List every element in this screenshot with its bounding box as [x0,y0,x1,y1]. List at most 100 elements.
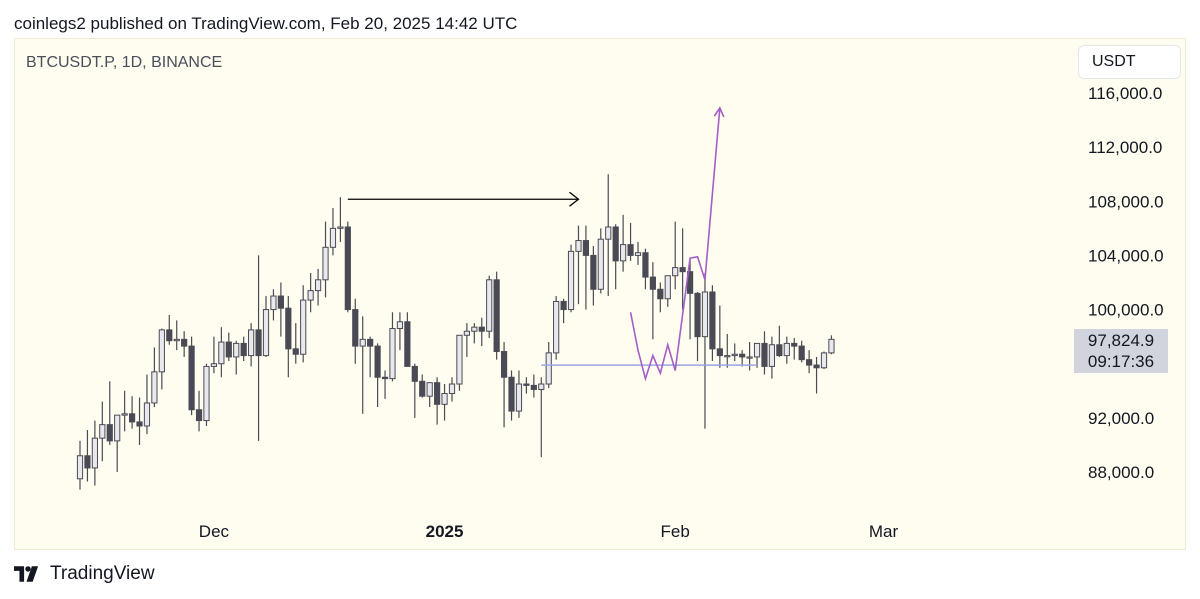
publish-header: coinlegs2 published on TradingView.com, … [14,14,518,33]
candle [84,430,91,482]
tradingview-brand: TradingView [50,563,155,584]
candle [233,340,240,375]
candle [173,320,180,351]
candle [404,312,411,367]
candle-body [114,414,121,442]
candle-body [664,275,671,300]
candle-body [768,344,776,367]
candle-body [121,413,128,416]
candle [567,244,575,313]
candle-body [255,329,262,357]
candle [709,285,716,362]
candle [523,377,530,394]
candle-body [352,309,359,347]
candle [367,336,374,378]
candle [716,305,723,368]
candle [806,350,813,374]
candle [106,381,113,445]
candle [76,440,84,490]
candle-body [508,376,515,412]
candle [136,397,143,445]
candle-body [337,226,344,229]
candle-body [538,383,545,390]
candle-body [724,355,731,358]
candle-body [367,338,374,347]
candlestick-chart[interactable]: 88,000.0 92,000.0 100,000.0 104,000.0 108,00… [14,38,1186,550]
candle [761,331,768,375]
symbol-label: BTCUSDT.P, 1D, BINANCE [26,54,223,71]
candle [672,221,679,290]
candle [240,336,247,362]
candle-body [567,250,575,311]
candle [396,312,404,351]
candle-body [791,342,798,347]
candle [620,214,627,272]
candle-body [344,226,351,311]
candle [783,336,790,364]
candle [248,323,255,367]
y-tick-label: 108,000.0 [1088,192,1164,211]
candle-body [143,402,151,427]
candle [218,327,225,378]
candle-body [381,376,389,380]
candle [590,245,597,306]
candle-body [218,341,225,365]
candle-body [195,409,203,422]
candle [820,351,828,370]
candle-body [181,338,188,347]
candle-body [411,365,418,382]
candle [143,374,151,435]
candle [359,316,366,414]
candle-body [158,329,165,373]
candle [657,282,664,313]
projection-path [629,106,725,382]
tradingview-footer[interactable]: TradingView [14,563,155,585]
candle-body [761,342,768,367]
candle [344,221,351,313]
candle-body [709,291,716,350]
candle-body [493,279,500,353]
candle [114,414,121,472]
candle [679,228,686,310]
currency-selector[interactable]: USDT [1078,45,1181,79]
candle-body [657,288,664,300]
candle-body [582,240,590,256]
candle-body [478,326,485,332]
candle-body [694,292,701,338]
candle [203,363,210,426]
candle-body [820,352,828,369]
candle-body [813,364,820,369]
candle-body [210,363,218,367]
candle [493,271,500,360]
candle [374,343,381,408]
candle [731,343,738,362]
candle [151,347,158,408]
candle [560,298,567,324]
candle [634,241,642,265]
candle-body [262,309,270,357]
candle [307,273,314,313]
candle [225,332,232,362]
candle [649,262,656,340]
candle [828,335,835,355]
candle-body [84,455,91,469]
candle-body [270,295,277,311]
candle-body [441,392,448,405]
x-tick-label: 2025 [426,522,464,541]
x-tick-label: Feb [661,522,690,541]
candle-body [225,341,232,358]
candle-body [136,421,143,427]
candle-body [471,326,478,332]
candle [582,225,590,310]
x-tick-label: Mar [869,522,899,541]
candle-body [486,279,493,332]
y-tick-label: 116,000.0 [1088,84,1162,103]
candle-body [783,342,790,357]
candle [605,174,612,297]
chart-panel [14,38,1186,550]
candle [337,197,344,242]
tradingview-logo-icon [14,566,39,582]
target-arrow [347,191,580,207]
candle [195,390,203,432]
candle-body [314,279,322,292]
